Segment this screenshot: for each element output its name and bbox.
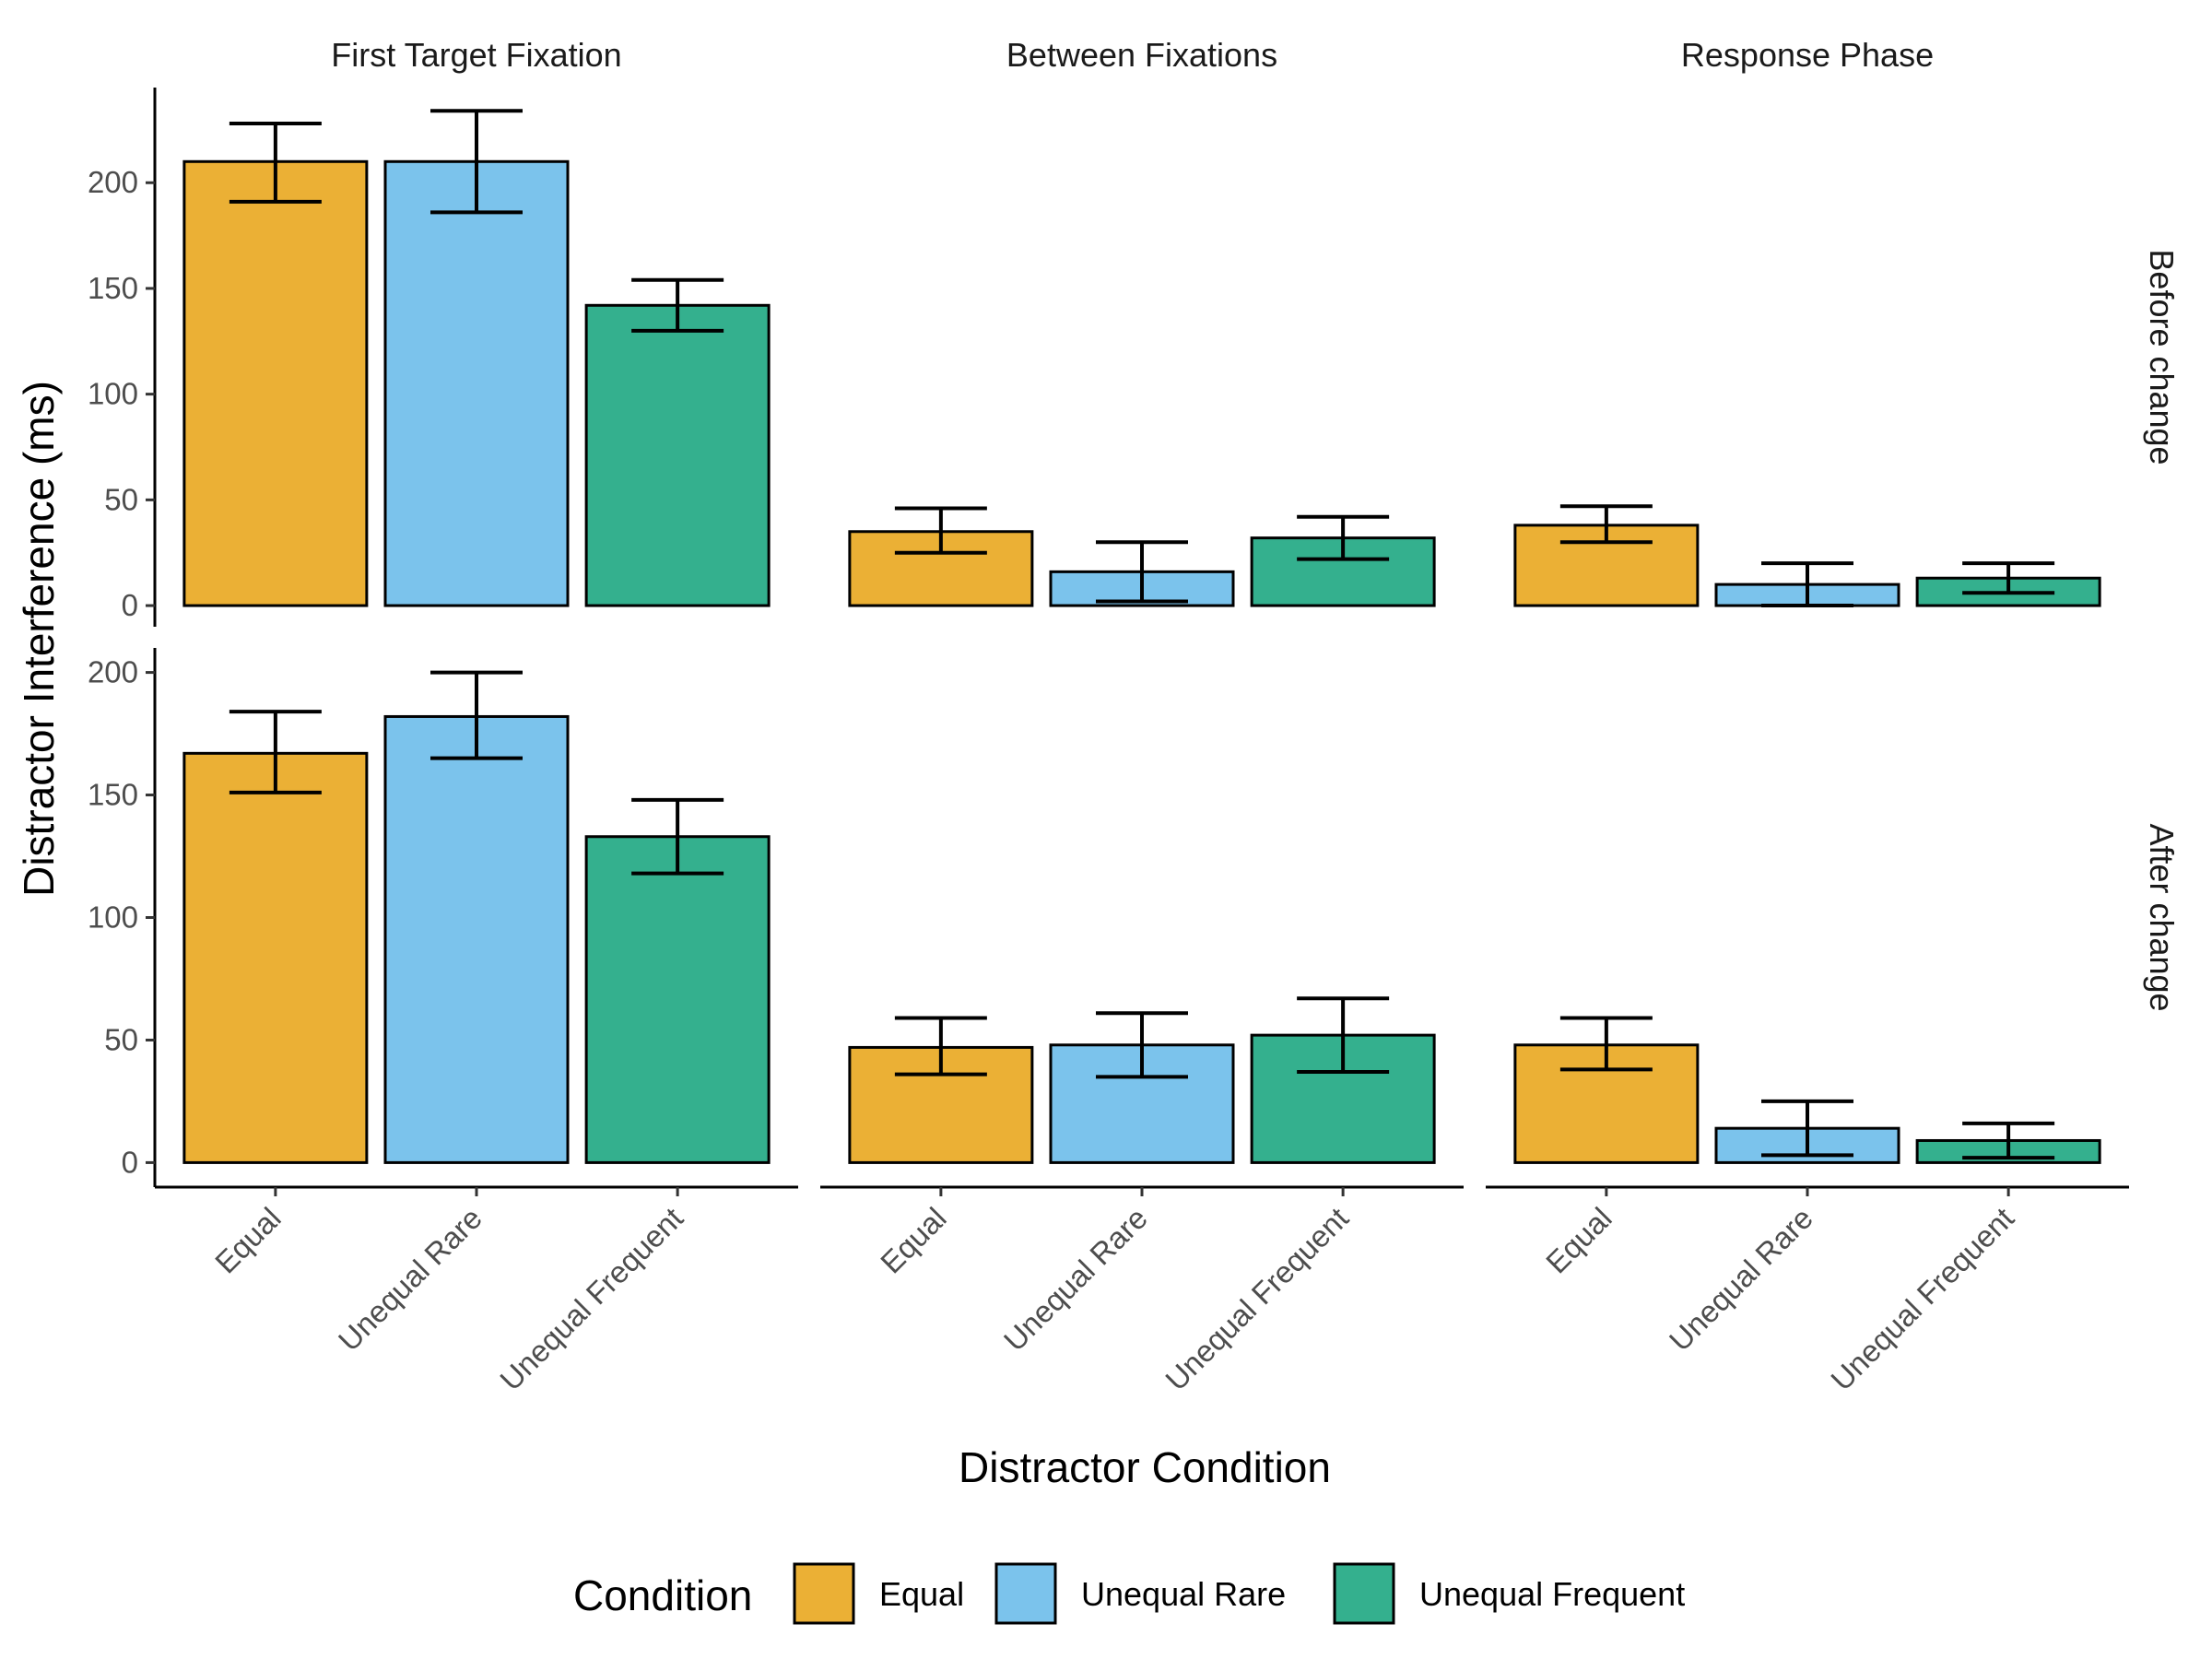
error-bar-before-change-response-phase-equal: [1559, 504, 1653, 545]
bar-before-change-first-target-fixation-equal: [182, 159, 369, 607]
y-tick-label: 50: [104, 1022, 138, 1056]
legend-label: Unequal Rare: [1081, 1575, 1286, 1613]
facet-column-label-between-fixations: Between Fixations: [1006, 36, 1277, 74]
error-bar-before-change-between-fixations-unequal-rare: [1096, 540, 1188, 604]
legend-swatch-unequal-rare: [994, 1562, 1057, 1625]
bar-after-change-first-target-fixation-unequal-frequent: [584, 835, 771, 1164]
bar-after-change-first-target-fixation-equal: [182, 751, 369, 1164]
x-tick-label: Unequal Frequent: [1159, 1201, 1355, 1397]
x-tick-label: Unequal Rare: [1663, 1201, 1819, 1358]
x-tick-label: Unequal Rare: [332, 1201, 488, 1358]
error-bar-after-change-response-phase-equal: [1559, 1016, 1653, 1072]
facet-row-label-after-change: After change: [2143, 823, 2181, 1011]
error-bar-before-change-first-target-fixation-unequal-frequent: [631, 277, 724, 333]
legend-title: Condition: [573, 1571, 752, 1619]
legend: Condition Equal Unequal Rare Unequal Freque…: [573, 1562, 1685, 1625]
y-axis-title: Distractor Interference (ms): [15, 381, 63, 897]
facet-row-label-before-change: Before change: [2143, 249, 2181, 465]
x-tick-label: Unequal Rare: [997, 1201, 1154, 1358]
error-bar-after-change-first-target-fixation-equal: [229, 710, 322, 794]
y-tick-label: 200: [88, 655, 138, 689]
x-tick-label: Unequal Frequent: [1824, 1201, 2020, 1397]
error-bar-after-change-between-fixations-unequal-rare: [1096, 1011, 1188, 1079]
legend-item-unequal-rare: Unequal Rare: [994, 1562, 1286, 1625]
y-tick-label: 100: [88, 900, 138, 935]
error-bar-before-change-first-target-fixation-equal: [229, 122, 322, 204]
x-axis-title: Distractor Condition: [959, 1443, 1331, 1491]
legend-swatch-equal: [793, 1562, 855, 1625]
x-tick-label: Equal: [1539, 1201, 1618, 1280]
facet-column-label-first-target-fixation: First Target Fixation: [331, 36, 621, 74]
x-tick-label: Unequal Frequent: [493, 1201, 689, 1397]
bar-before-change-first-target-fixation-unequal-rare: [383, 159, 570, 607]
bar-before-change-first-target-fixation-unequal-frequent: [584, 303, 771, 607]
x-tick-label: Equal: [874, 1201, 953, 1280]
legend-item-unequal-frequent: Unequal Frequent: [1333, 1562, 1685, 1625]
error-bar-after-change-first-target-fixation-unequal-frequent: [631, 797, 724, 876]
error-bar-after-change-between-fixations-equal: [894, 1016, 987, 1077]
error-bar-after-change-response-phase-unequal-frequent: [1962, 1121, 2055, 1160]
x-tick-label: Equal: [208, 1201, 288, 1280]
error-bar-before-change-response-phase-unequal-frequent: [1962, 561, 2055, 595]
y-tick-label: 200: [88, 165, 138, 199]
plot-area: First Target Fixation Between Fixations Re…: [88, 36, 2181, 1397]
y-tick-label: 0: [122, 588, 138, 622]
legend-item-equal: Equal: [793, 1562, 964, 1625]
facet-column-label-response-phase: Response Phase: [1681, 36, 1934, 74]
bar-after-change-first-target-fixation-unequal-rare: [383, 714, 570, 1164]
error-bar-before-change-between-fixations-equal: [894, 506, 987, 555]
y-tick-label: 0: [122, 1145, 138, 1179]
error-bar-after-change-between-fixations-unequal-frequent: [1297, 996, 1390, 1075]
y-tick-label: 100: [88, 377, 138, 411]
error-bar-after-change-response-phase-unequal-rare: [1761, 1099, 1853, 1158]
error-bar-before-change-first-target-fixation-unequal-rare: [430, 109, 523, 215]
legend-label: Unequal Frequent: [1419, 1575, 1685, 1613]
error-bar-before-change-between-fixations-unequal-frequent: [1297, 514, 1390, 561]
error-bar-before-change-response-phase-unequal-rare: [1761, 561, 1853, 608]
y-tick-label: 150: [88, 271, 138, 305]
y-tick-label: 150: [88, 778, 138, 812]
y-tick-label: 50: [104, 482, 138, 516]
error-bar-after-change-first-target-fixation-unequal-rare: [430, 670, 523, 760]
legend-label: Equal: [879, 1575, 964, 1613]
legend-swatch-unequal-frequent: [1333, 1562, 1395, 1625]
